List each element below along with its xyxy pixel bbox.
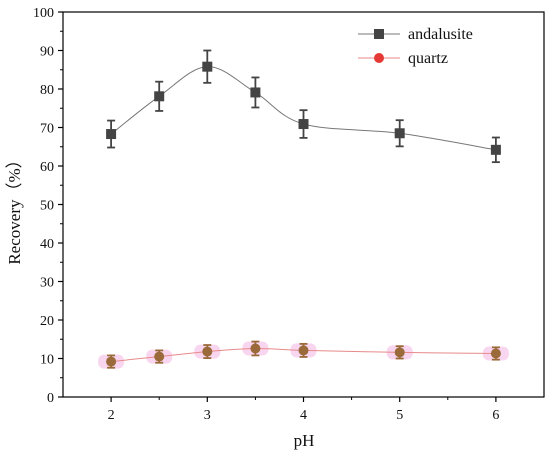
legend: andalusite quartz bbox=[358, 26, 473, 67]
x-tick-label: 4 bbox=[300, 408, 307, 423]
y-tick-label: 30 bbox=[40, 276, 54, 291]
x-tick-label: 5 bbox=[396, 408, 403, 423]
legend-label-andalusite: andalusite bbox=[408, 26, 473, 43]
andalusite-point bbox=[202, 61, 213, 72]
andalusite-point bbox=[394, 128, 405, 139]
y-tick-label: 80 bbox=[40, 83, 54, 98]
quartz-point bbox=[490, 348, 501, 359]
y-tick-label: 0 bbox=[47, 391, 54, 406]
plot-frame bbox=[62, 11, 545, 398]
y-tick-label: 70 bbox=[40, 122, 54, 137]
legend-marker-quartz bbox=[374, 53, 384, 63]
y-tick-label: 50 bbox=[40, 199, 54, 214]
quartz-point bbox=[298, 345, 309, 356]
legend-label-quartz: quartz bbox=[408, 50, 448, 67]
quartz-point bbox=[394, 347, 405, 358]
x-tick-label: 3 bbox=[204, 408, 211, 423]
quartz-point bbox=[250, 343, 261, 354]
legend-marker-andalusite bbox=[374, 29, 384, 39]
quartz-point bbox=[202, 346, 213, 357]
andalusite-point bbox=[298, 119, 309, 130]
andalusite-point bbox=[106, 129, 117, 140]
y-tick-label: 100 bbox=[33, 6, 54, 21]
quartz-point bbox=[154, 351, 165, 362]
y-tick-label: 40 bbox=[40, 237, 54, 252]
x-tick-label: 6 bbox=[492, 408, 499, 423]
y-tick-label: 20 bbox=[40, 314, 54, 329]
x-axis-label: pH bbox=[294, 431, 315, 450]
x-tick-label: 2 bbox=[108, 408, 115, 423]
andalusite-point bbox=[154, 91, 165, 102]
plot-area: 0 10 20 30 40 50 60 70 80 90 100 2 3 4 5 6 bbox=[33, 6, 545, 423]
y-axis-label: Recovery（%） bbox=[5, 151, 24, 264]
y-tick-label: 90 bbox=[40, 45, 54, 60]
y-tick-label: 60 bbox=[40, 160, 54, 175]
andalusite-point bbox=[490, 144, 501, 155]
andalusite-point bbox=[250, 87, 261, 98]
y-tick-label: 10 bbox=[40, 353, 54, 368]
quartz-point bbox=[106, 356, 117, 367]
